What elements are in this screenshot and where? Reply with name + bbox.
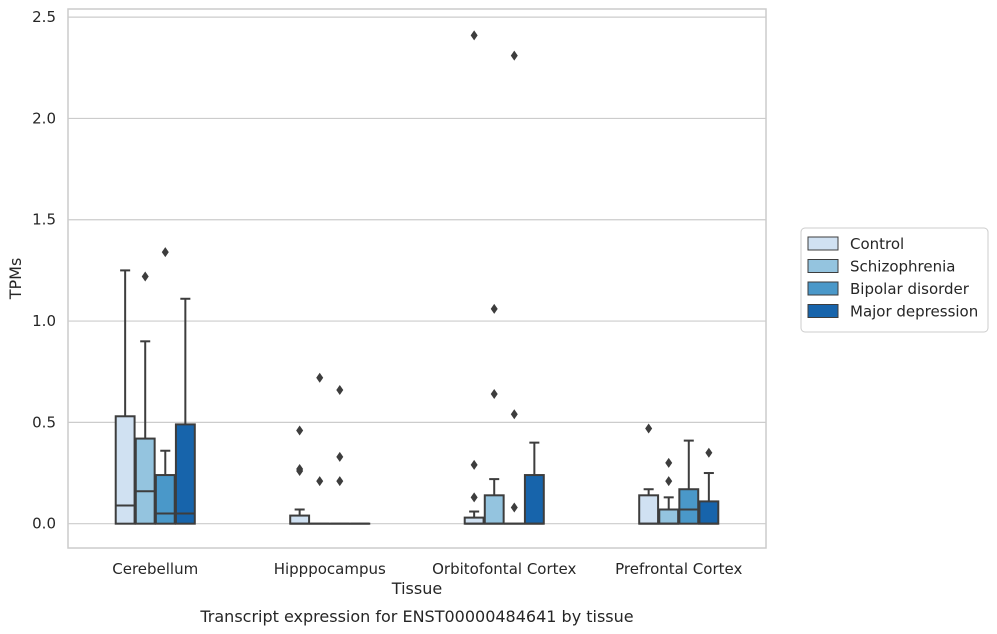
y-tick-label: 1.5 — [32, 211, 56, 229]
outlier-point — [470, 30, 478, 41]
legend-swatch — [807, 236, 839, 251]
y-tick-label: 0.5 — [32, 413, 56, 431]
box — [483, 494, 505, 525]
legend-frame — [800, 227, 989, 333]
outlier-point — [141, 271, 149, 282]
y-tick-label: 0.0 — [32, 515, 56, 533]
x-tick-label: Prefrontal Cortex — [615, 560, 742, 578]
gridlines — [68, 16, 766, 525]
outlier-point — [510, 502, 518, 513]
outlier-point — [490, 389, 498, 399]
outlier-point — [665, 457, 673, 468]
outlier-point — [316, 476, 324, 487]
box — [638, 494, 660, 525]
y-tick-label: 2.5 — [32, 8, 56, 26]
outlier-point — [510, 50, 518, 61]
y-axis-label: TPMs — [6, 258, 25, 301]
box-control — [289, 425, 311, 525]
box — [658, 508, 680, 525]
x-tick-label: Cerebellum — [112, 560, 198, 578]
outlier-point — [336, 476, 344, 487]
box-control — [114, 269, 136, 525]
box-major-depression — [523, 441, 545, 525]
outlier-point — [705, 447, 713, 458]
y-axis-ticks: 0.0 0.5 1.0 1.5 2.0 2.5 — [32, 8, 56, 533]
y-tick-label: 1.0 — [32, 312, 56, 330]
box — [289, 514, 311, 525]
box — [154, 474, 176, 525]
box-schizophrenia — [483, 303, 505, 525]
box — [523, 474, 545, 525]
box-major-depression — [698, 447, 720, 525]
outlier-point — [336, 384, 344, 395]
legend-label: Major depression — [850, 303, 978, 321]
box-bipolar-disorder — [154, 247, 176, 525]
outlier-point — [510, 409, 518, 420]
x-axis-label: Tissue — [391, 579, 442, 598]
outlier-point — [490, 303, 498, 314]
legend-swatch — [807, 281, 839, 296]
outlier-point — [296, 466, 304, 476]
legend-label: Schizophrenia — [850, 258, 955, 276]
legend-label: Bipolar disorder — [850, 280, 970, 298]
box-bipolar-disorder — [678, 439, 700, 525]
box-control — [638, 423, 660, 525]
outlier-point — [336, 451, 344, 462]
box-control — [463, 30, 485, 525]
plot-frame — [67, 8, 767, 549]
legend: Control Schizophrenia Bipolar disorder Majo… — [800, 227, 989, 333]
outlier-point — [645, 423, 653, 434]
outlier-point — [161, 247, 169, 258]
box-bipolar-disorder — [503, 50, 525, 525]
x-axis-ticks: Cerebellum Hipppocampus Orbitofontal Corte… — [112, 560, 742, 578]
outlier-point — [665, 476, 673, 487]
box — [678, 488, 700, 525]
x-tick-label: Orbitofontal Cortex — [432, 560, 576, 578]
outlier-point — [470, 459, 478, 470]
box-schizophrenia — [309, 372, 331, 525]
legend-swatch — [807, 259, 839, 273]
box-schizophrenia — [658, 457, 680, 525]
legend-label: Control — [850, 235, 904, 253]
box — [134, 437, 156, 525]
box — [174, 423, 196, 525]
outlier-point — [296, 425, 304, 436]
plot-boxes — [114, 30, 720, 525]
box-major-depression — [174, 297, 196, 525]
box-schizophrenia — [134, 271, 156, 525]
y-tick-label: 2.0 — [32, 109, 56, 127]
x-tick-label: Hipppocampus — [274, 560, 386, 578]
chart-caption: Transcript expression for ENST0000048464… — [199, 607, 633, 626]
box — [698, 500, 720, 525]
legend-swatch — [807, 304, 839, 318]
box-bipolar-disorder — [329, 384, 351, 525]
box — [114, 415, 136, 525]
outlier-point — [470, 492, 478, 503]
outlier-point — [316, 372, 324, 383]
